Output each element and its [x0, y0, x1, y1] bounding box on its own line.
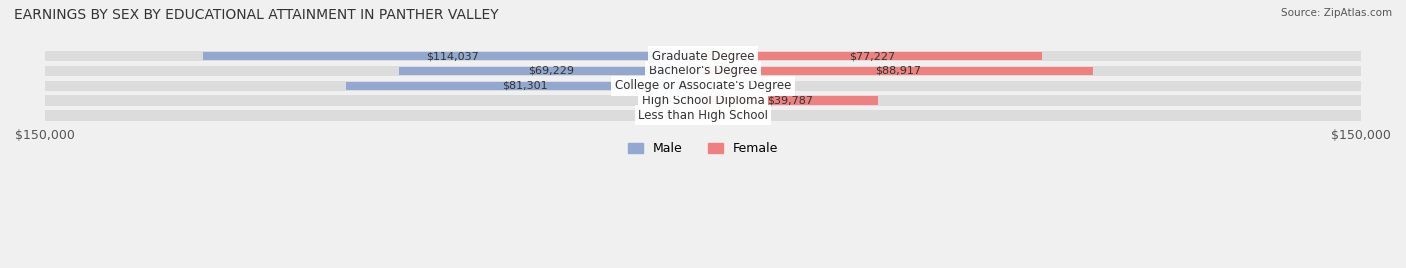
Bar	[703, 67, 1092, 75]
Bar	[703, 52, 1042, 60]
Text: Source: ZipAtlas.com: Source: ZipAtlas.com	[1281, 8, 1392, 18]
Text: $0: $0	[711, 81, 725, 91]
Text: EARNINGS BY SEX BY EDUCATIONAL ATTAINMENT IN PANTHER VALLEY: EARNINGS BY SEX BY EDUCATIONAL ATTAINMEN…	[14, 8, 499, 22]
Text: $0: $0	[681, 110, 695, 120]
Text: $81,301: $81,301	[502, 81, 547, 91]
Text: $88,917: $88,917	[875, 66, 921, 76]
Text: Less than High School: Less than High School	[638, 109, 768, 122]
Text: $114,037: $114,037	[426, 51, 479, 61]
Bar	[45, 51, 1361, 61]
Bar	[399, 67, 703, 75]
Bar	[202, 52, 703, 60]
Text: $77,227: $77,227	[849, 51, 896, 61]
Bar	[45, 95, 1361, 106]
Text: $0: $0	[681, 96, 695, 106]
Bar	[703, 96, 877, 105]
Text: $0: $0	[711, 110, 725, 120]
Text: Graduate Degree: Graduate Degree	[652, 50, 754, 62]
Bar	[45, 66, 1361, 76]
Bar	[45, 110, 1361, 121]
Text: College or Associate's Degree: College or Associate's Degree	[614, 79, 792, 92]
Text: $69,229: $69,229	[529, 66, 574, 76]
Bar	[346, 82, 703, 90]
Legend: Male, Female: Male, Female	[623, 137, 783, 161]
Text: High School Diploma: High School Diploma	[641, 94, 765, 107]
Text: Bachelor's Degree: Bachelor's Degree	[650, 64, 756, 77]
Bar	[45, 81, 1361, 91]
Text: $39,787: $39,787	[768, 96, 813, 106]
